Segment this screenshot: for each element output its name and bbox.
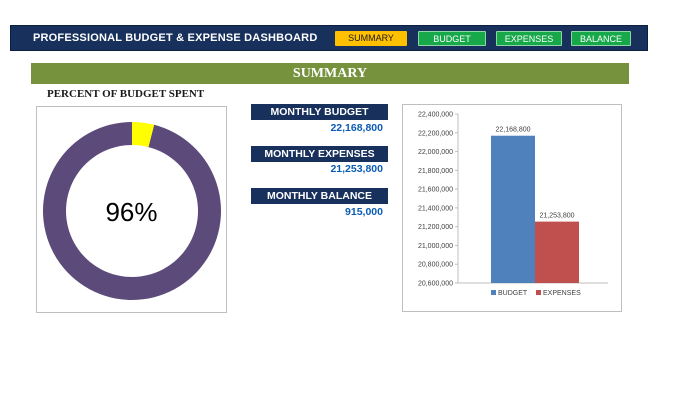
tab-balance[interactable]: BALANCE [571,31,631,46]
monthly-budget-value: 22,168,800 [330,122,383,134]
monthly-expenses-value: 21,253,800 [330,163,383,175]
bar-expenses [535,221,579,283]
percent-spent-label: 96% [105,197,158,227]
y-tick-label: 22,000,000 [418,149,453,156]
donut-slice-remaining [132,122,155,148]
y-tick-label: 21,000,000 [418,243,453,250]
legend-swatch-budget [491,290,496,295]
legend-swatch-expenses [536,290,541,295]
tab-summary[interactable]: SUMMARY [335,31,407,46]
monthly-budget-label: MONTHLY BUDGET [251,104,388,120]
y-tick-label: 22,200,000 [418,130,453,137]
y-tick-label: 22,400,000 [418,112,453,119]
donut-chart: 96% [36,106,227,313]
legend-label: BUDGET [498,290,528,297]
monthly-balance-label: MONTHLY BALANCE [251,188,388,204]
y-tick-label: 21,400,000 [418,205,453,212]
legend-label: EXPENSES [543,290,581,297]
y-tick-label: 21,600,000 [418,187,453,194]
tab-expenses[interactable]: EXPENSES [496,31,562,46]
budget-vs-expenses-chart: 20,600,000 20,800,000 21,000,000 21,200,000… [402,104,622,312]
dashboard-header: PROFESSIONAL BUDGET & EXPENSE DASHBOARD … [10,25,648,51]
dashboard-title: PROFESSIONAL BUDGET & EXPENSE DASHBOARD [33,32,318,44]
y-tick-label: 20,800,000 [418,262,453,269]
donut-chart-title: PERCENT OF BUDGET SPENT [47,88,205,100]
monthly-balance-value: 915,000 [345,206,383,218]
bar-budget [491,135,535,283]
y-tick-label: 20,600,000 [418,281,453,288]
monthly-expenses-label: MONTHLY EXPENSES [251,146,388,162]
y-tick-label: 21,800,000 [418,168,453,175]
section-title-summary: SUMMARY [31,63,629,84]
data-label: 21,253,800 [539,213,574,220]
tab-budget[interactable]: BUDGET [418,31,486,46]
y-tick-label: 21,200,000 [418,224,453,231]
data-label: 22,168,800 [495,127,530,134]
